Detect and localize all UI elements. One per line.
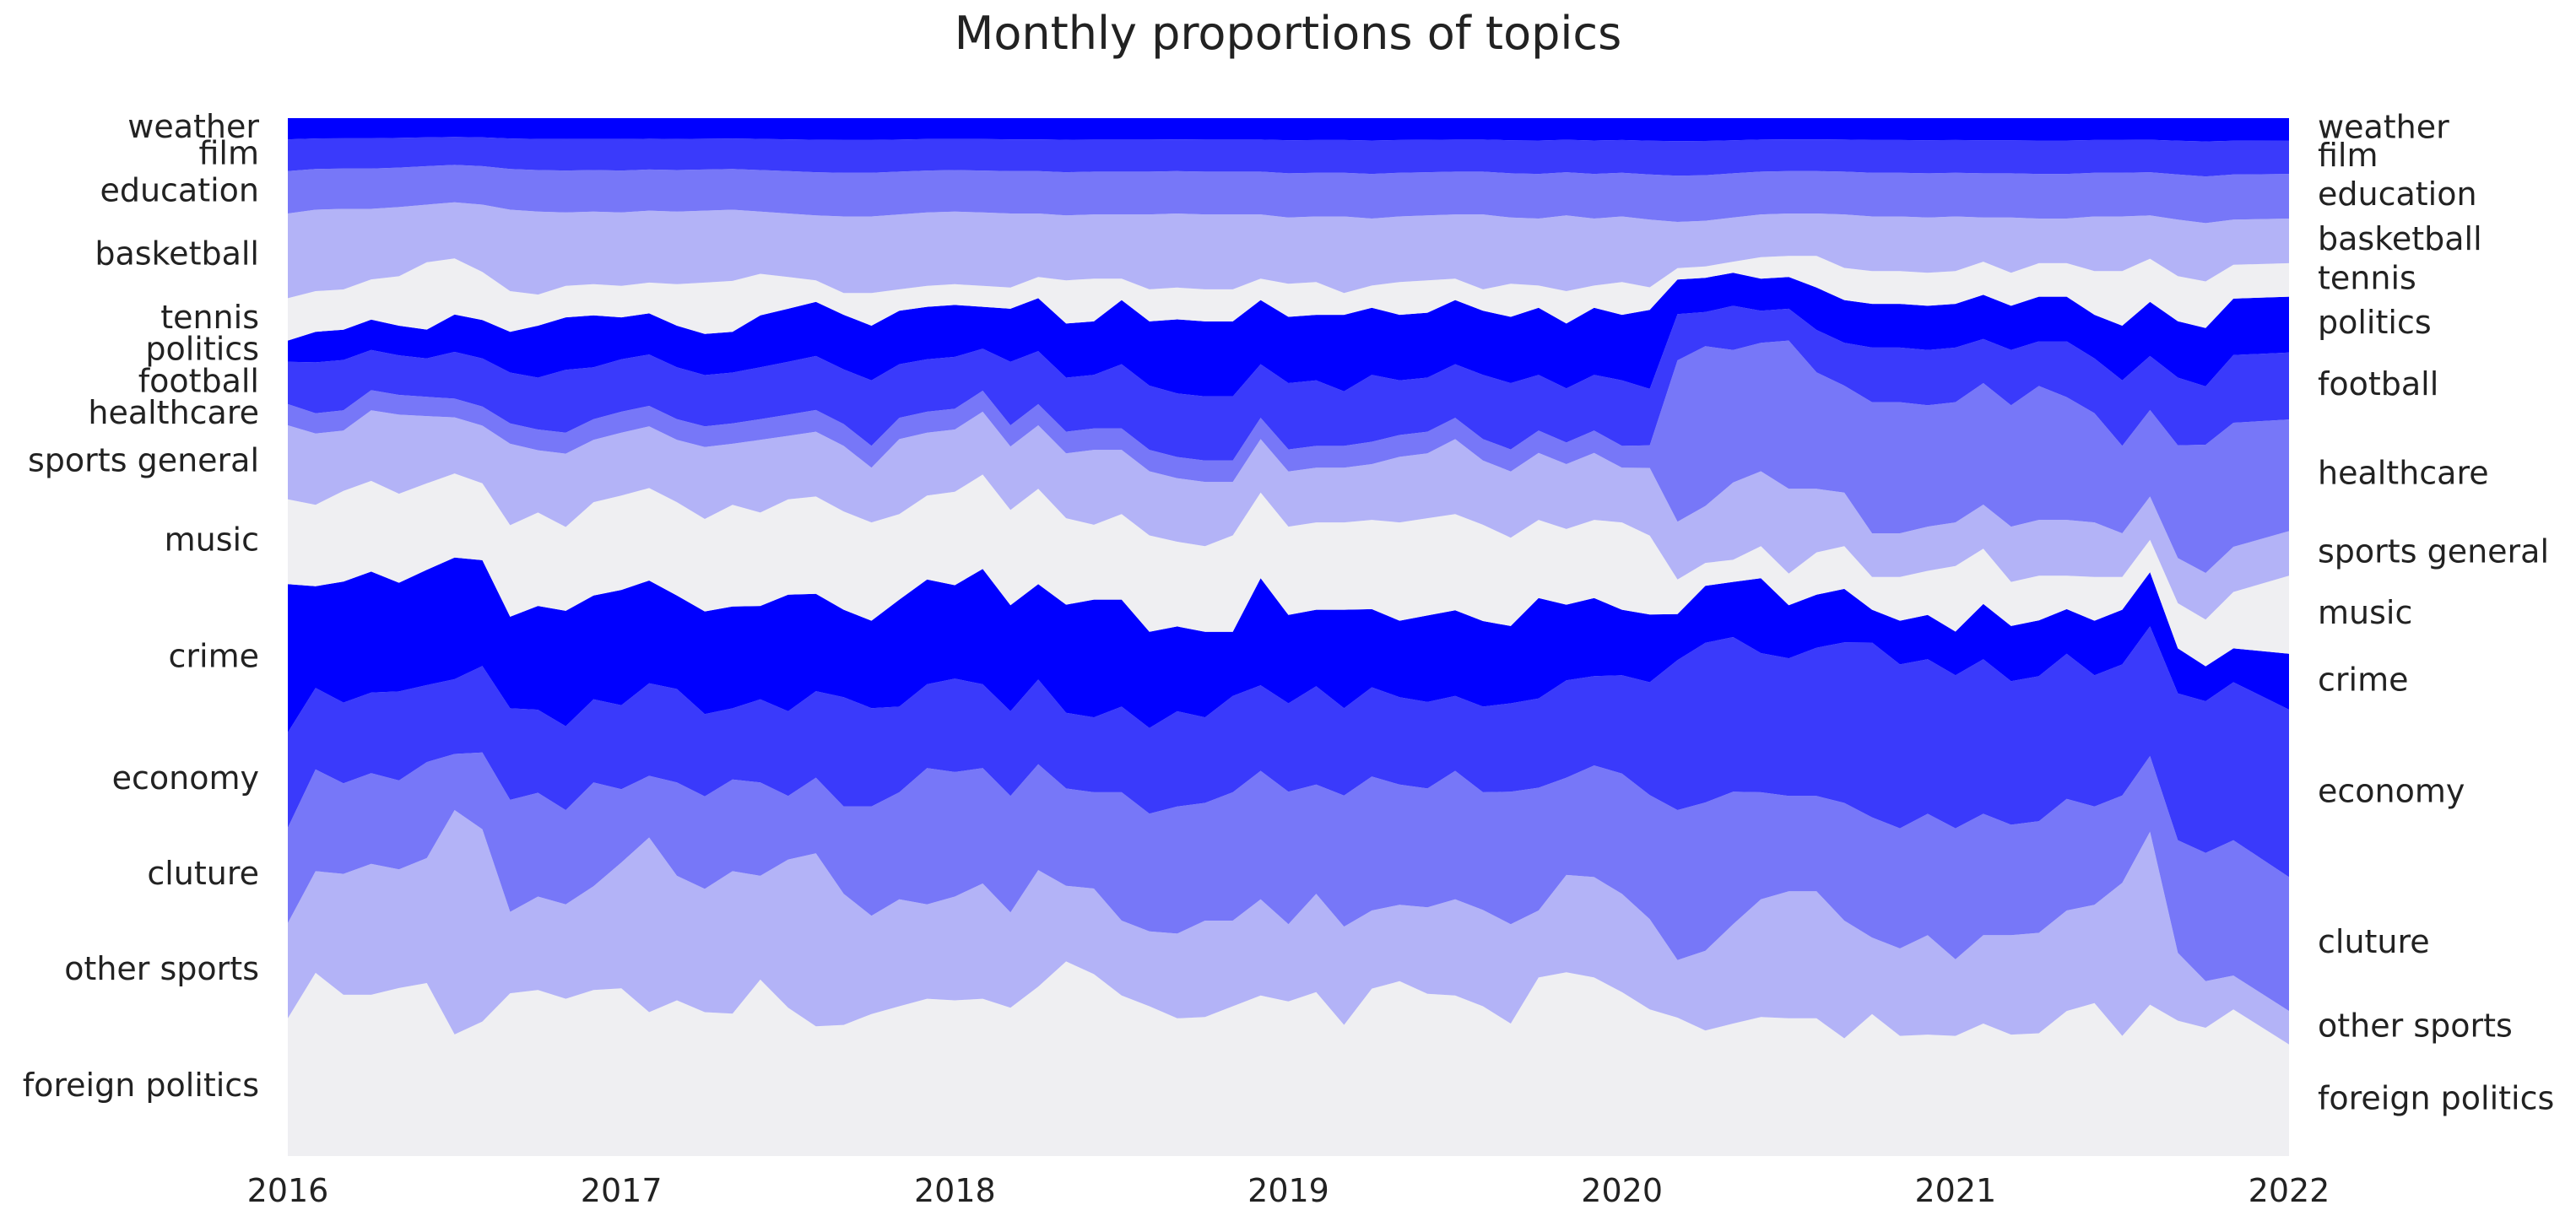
area-layers — [288, 118, 2289, 1156]
left-label-politics: politics — [145, 331, 259, 368]
area-cluture — [288, 752, 2289, 1012]
right-label-football: football — [2318, 365, 2438, 402]
right-label-cluture: cluture — [2318, 923, 2430, 960]
right-label-basketball: basketball — [2318, 220, 2482, 257]
right-label-tennis: tennis — [2318, 259, 2416, 296]
area-film — [288, 137, 2289, 177]
x-axis-tick-labels: 2016 2017 2018 2019 2020 2021 2022 — [247, 1172, 2330, 1209]
area-healthcare — [288, 340, 2289, 573]
left-label-tennis: tennis — [160, 299, 259, 336]
area-other-sports — [288, 810, 2289, 1045]
area-weather — [288, 118, 2289, 142]
left-label-healthcare: healthcare — [88, 394, 259, 431]
area-foreign-politics — [288, 961, 2289, 1156]
left-label-sports-general: sports general — [28, 441, 259, 478]
left-label-basketball: basketball — [95, 235, 259, 273]
left-label-weather: weather — [127, 108, 259, 145]
x-tick-label: 2017 — [581, 1172, 663, 1209]
right-label-crime: crime — [2318, 661, 2408, 698]
area-music — [288, 473, 2289, 667]
area-economy — [288, 626, 2289, 878]
left-series-labels: foreign politics other sports cluture econo… — [23, 108, 260, 1104]
x-tick-label: 2018 — [914, 1172, 996, 1209]
right-label-education: education — [2318, 176, 2477, 213]
left-label-football: football — [138, 362, 259, 399]
right-label-weather: weather — [2318, 109, 2449, 146]
area-tennis — [288, 256, 2289, 341]
left-label-education: education — [100, 171, 259, 208]
right-label-economy: economy — [2318, 773, 2465, 810]
left-label-music: music — [165, 521, 259, 559]
chart-title: Monthly proportions of topics — [955, 7, 1622, 60]
x-tick-label: 2016 — [247, 1172, 329, 1209]
area-basketball — [288, 202, 2289, 299]
x-tick-label: 2020 — [1581, 1172, 1663, 1209]
right-label-music: music — [2318, 594, 2412, 631]
right-label-sports-general: sports general — [2318, 532, 2549, 570]
area-sports-general — [288, 410, 2289, 620]
x-tick-label: 2022 — [2249, 1172, 2330, 1209]
area-politics — [288, 273, 2289, 397]
right-label-foreign-politics: foreign politics — [2318, 1079, 2554, 1116]
right-label-film: film — [2318, 137, 2378, 174]
right-label-politics: politics — [2318, 304, 2432, 341]
x-tick-label: 2019 — [1247, 1172, 1329, 1209]
left-label-foreign-politics: foreign politics — [23, 1067, 259, 1104]
area-football — [288, 305, 2289, 461]
right-label-healthcare: healthcare — [2318, 455, 2489, 492]
left-label-cluture: cluture — [147, 855, 259, 892]
area-crime — [288, 557, 2289, 732]
right-series-labels: foreign politics other sports cluture econo… — [2318, 109, 2554, 1117]
left-label-crime: crime — [169, 638, 259, 675]
right-label-other-sports: other sports — [2318, 1007, 2513, 1044]
area-education — [288, 165, 2289, 224]
left-label-film: film — [198, 134, 259, 171]
x-tick-label: 2021 — [1914, 1172, 1996, 1209]
left-label-other-sports: other sports — [64, 950, 259, 987]
left-label-economy: economy — [112, 759, 259, 797]
